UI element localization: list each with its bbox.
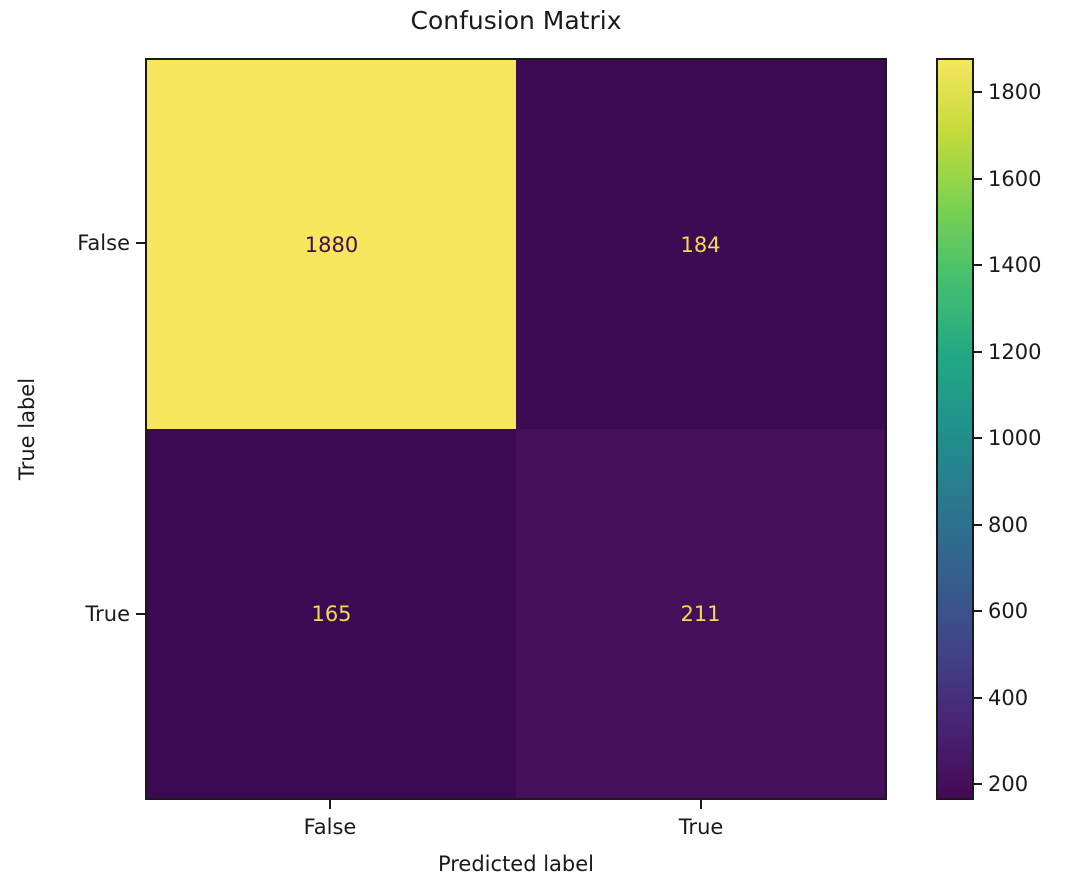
colorbar-tick-label: 200 xyxy=(988,772,1029,796)
colorbar-tick-mark xyxy=(974,524,982,526)
x-tick-label-true: True xyxy=(678,815,724,839)
heatmap-cell-true-true-pred-true: 211 xyxy=(516,429,885,798)
colorbar-tick-label: 1600 xyxy=(988,167,1042,191)
colorbar-tick-mark xyxy=(974,264,982,266)
cell-value: 184 xyxy=(680,232,721,257)
y-tick-mark xyxy=(136,242,145,244)
colorbar-tick-label: 1400 xyxy=(988,253,1042,277)
y-axis-label: True label xyxy=(15,377,39,481)
heatmap-cell-true-false-pred-false: 1880 xyxy=(147,60,516,429)
colorbar-tick-mark xyxy=(974,610,982,612)
colorbar-tick-mark xyxy=(974,91,982,93)
chart-title: Confusion Matrix xyxy=(410,6,622,35)
colorbar-tick-mark xyxy=(974,697,982,699)
x-tick-mark xyxy=(329,800,331,809)
colorbar-tick-label: 800 xyxy=(988,513,1029,537)
colorbar-tick-label: 1200 xyxy=(988,340,1042,364)
cell-value: 165 xyxy=(311,601,352,626)
y-tick-mark xyxy=(136,613,145,615)
colorbar-tick-label: 400 xyxy=(988,686,1029,710)
cell-value: 211 xyxy=(680,601,721,626)
colorbar-tick-mark xyxy=(974,783,982,785)
colorbar-gradient xyxy=(936,58,974,800)
x-tick-mark xyxy=(700,800,702,809)
colorbar-tick-mark xyxy=(974,178,982,180)
heatmap-cell-true-true-pred-false: 165 xyxy=(147,429,516,798)
x-tick-label-false: False xyxy=(303,815,357,839)
colorbar-tick-label: 1000 xyxy=(988,426,1042,450)
colorbar-tick-mark xyxy=(974,351,982,353)
y-tick-label-false: False xyxy=(77,231,130,255)
cell-value: 1880 xyxy=(304,232,359,257)
colorbar-tick-label: 1800 xyxy=(988,80,1042,104)
x-axis-label: Predicted label xyxy=(437,852,595,876)
heatmap-cell-true-false-pred-true: 184 xyxy=(516,60,885,429)
colorbar-tick-label: 600 xyxy=(988,599,1029,623)
colorbar-tick-mark xyxy=(974,437,982,439)
heatmap-plot: 1880 184 165 211 xyxy=(145,58,887,800)
y-tick-label-true: True xyxy=(85,602,130,626)
